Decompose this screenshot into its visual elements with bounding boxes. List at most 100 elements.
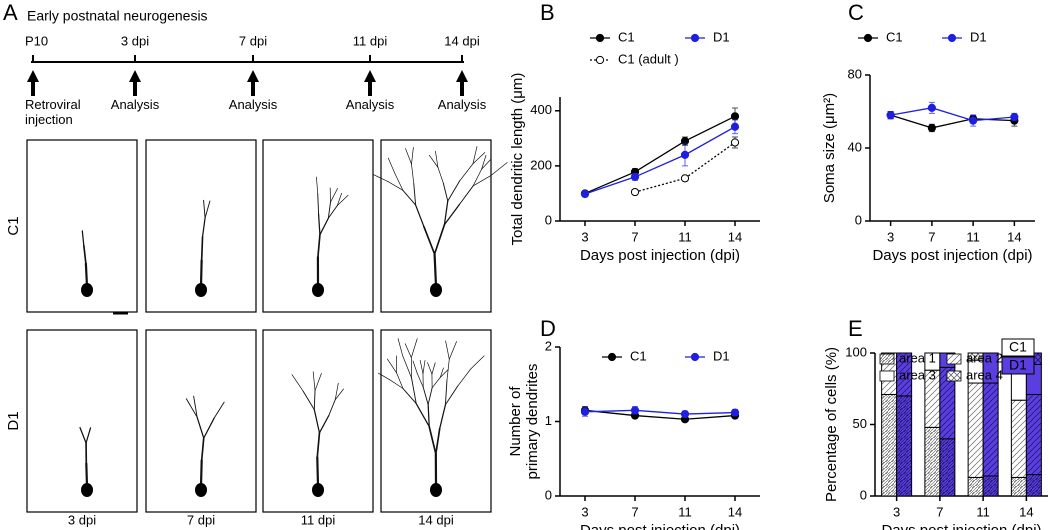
legend-label: D1 [970,29,987,44]
dendrite [204,200,211,219]
event-label-box: Analysis [438,97,486,112]
dendrite [185,398,198,418]
dendrite [412,360,418,374]
panel-title: Early postnatal neurogenesis [27,8,208,24]
dendrite [336,192,342,206]
dendrite [316,456,320,488]
dendrite [411,163,415,185]
data-point [969,116,978,125]
data-point [630,187,640,197]
legend-label: C1 [886,29,903,44]
data-point [630,406,640,415]
data-point [730,112,740,121]
y-tick-label: 200 [530,157,552,172]
dendrite [481,158,492,170]
dendrite [444,385,459,406]
bar-segment [896,352,913,397]
bar-segment [1025,474,1042,497]
dendrite [402,388,417,405]
soma [312,483,324,497]
series-line [584,115,736,195]
y-tick-label: 0 [545,487,552,502]
dendrite [416,372,424,388]
x-tick-label: 3 [887,229,894,244]
data-point [927,123,936,133]
dendrite [336,194,349,206]
dendrite [81,230,85,247]
soma [81,283,93,297]
series-line [890,107,1015,122]
dendrite [203,417,215,439]
dendrite [443,200,449,226]
legend-marker [690,33,700,43]
image-frame [26,139,138,313]
dendrite [423,225,436,255]
dendrite [316,176,319,195]
data-point [680,174,690,183]
dendrite [405,148,412,165]
neuron [79,427,93,497]
bar-segment [982,475,999,497]
dendrite [319,217,330,236]
x-tick-label: 11 [678,229,692,244]
data-point [927,103,936,112]
dendrite [472,146,478,165]
dendrite [448,341,457,360]
series-line [584,409,736,420]
series-line [890,114,1015,129]
dendrite [196,416,205,439]
column-label: 14 dpi [418,512,454,527]
bar-segment [1010,399,1027,478]
dendrite [402,189,417,206]
legend-marker [595,55,605,65]
dendrite [203,199,206,219]
bar-segment [896,395,913,497]
dendrite [394,172,404,191]
dendrite [387,181,404,191]
y-axis-label: Total dendritic length (μm) [509,73,526,246]
data-point [730,408,740,417]
column-label: 7 dpi [187,512,215,527]
dendrite [317,233,321,259]
y-tick-label: 40 [848,139,862,154]
dendrite [317,193,320,215]
dendrite [316,432,321,459]
dendrite [291,374,304,392]
dendrite [435,150,439,168]
legend-marker [595,33,605,43]
x-tick-label: 3 [893,504,900,519]
group-legend-label: D1 [1009,357,1027,373]
group-legend-box [1001,356,1035,375]
bar-segment [982,382,999,477]
data-point [580,189,590,199]
dendrite [334,382,339,401]
dendrite [83,244,87,265]
dendrite [313,390,316,411]
data-point [680,150,690,159]
arrow-head [27,70,39,82]
dendrite [397,338,404,357]
y-tick-label: 0 [860,487,867,502]
arrow-head [364,70,376,82]
x-tick-label: 7 [631,229,638,244]
y-axis-label: Number of [507,386,524,457]
dendrite [444,380,448,406]
timepoint-label: 7 dpi [239,33,267,48]
bar-segment [924,426,941,497]
dendrite [330,188,338,203]
dendrite [200,437,205,462]
dendrite [439,369,449,378]
dendrite [431,377,441,389]
group-legend-box [1001,338,1035,357]
event-label: Analysis [228,97,278,112]
dendrite [199,259,203,288]
data-point [680,409,690,419]
timepoint-label: P10 [25,33,48,48]
row-label: C1 [5,216,22,235]
neuron [81,230,93,297]
data-point [730,122,740,131]
dendrite [422,386,429,406]
dendrite [442,182,449,202]
timepoint-label: 3 dpi [121,33,149,48]
neuron [185,395,225,497]
